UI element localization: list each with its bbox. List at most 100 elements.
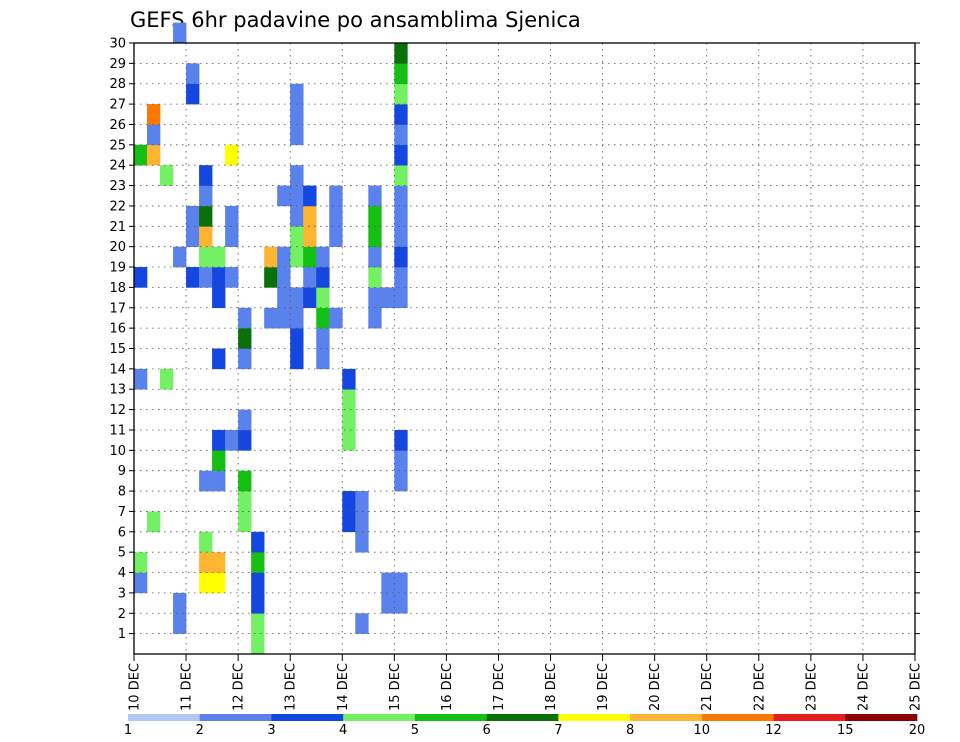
colorbar-label: 7: [554, 723, 562, 738]
precip-cell: [186, 63, 200, 85]
colorbar-swatch: [701, 714, 774, 721]
colorbar-label: 4: [339, 723, 347, 738]
y-tick-label: 21: [109, 220, 126, 235]
precip-cell: [394, 572, 408, 594]
precip-cell: [212, 552, 226, 573]
precip-cell: [238, 307, 252, 329]
precip-cell: [394, 124, 408, 146]
precip-cell: [160, 368, 174, 390]
x-tick-label: 15 DEC: [388, 663, 403, 711]
colorbar-swatch: [128, 714, 201, 721]
x-tick-label: 17 DEC: [492, 663, 507, 711]
precip-cell: [212, 470, 226, 492]
precip-cell: [264, 307, 278, 329]
precip-cell: [342, 429, 356, 451]
y-tick-label: 27: [109, 98, 126, 113]
precip-cell: [238, 409, 252, 431]
precip-cell: [225, 267, 239, 288]
precip-cell: [212, 450, 226, 471]
y-tick-label: 7: [118, 505, 126, 520]
precip-cell: [303, 267, 317, 288]
precip-cell: [134, 368, 148, 390]
precip-cell: [277, 185, 291, 207]
precip-cell: [212, 287, 226, 309]
y-tick-label: 20: [109, 240, 126, 255]
colorbar-swatch: [486, 714, 559, 721]
x-tick-label: 22 DEC: [752, 663, 767, 711]
precip-cell: [225, 205, 239, 227]
precip-cell: [290, 185, 304, 207]
colorbar-swatch: [773, 714, 846, 721]
precip-cell: [290, 165, 304, 186]
y-tick-label: 5: [118, 546, 126, 561]
precip-cell: [355, 491, 369, 512]
precip-cell: [394, 165, 408, 186]
precip-cell: [212, 267, 226, 288]
precip-cell: [290, 307, 304, 329]
precip-cell: [303, 185, 317, 207]
precip-cell: [290, 205, 304, 227]
precip-cell: [251, 592, 265, 614]
precip-cell: [186, 83, 200, 105]
precip-cell: [316, 348, 330, 370]
precip-cell: [394, 205, 408, 227]
precip-cell: [394, 83, 408, 105]
precip-cell: [394, 226, 408, 247]
precip-cell: [329, 205, 343, 227]
colorbar-label: 5: [411, 723, 419, 738]
precip-cell: [277, 307, 291, 329]
y-tick-label: 3: [118, 586, 126, 601]
precip-cell: [134, 267, 148, 288]
precip-cell: [303, 205, 317, 227]
precip-cell: [342, 389, 356, 410]
precip-cell: [199, 185, 213, 207]
precip-cell: [342, 491, 356, 512]
precip-cell: [290, 328, 304, 349]
precip-cell: [394, 267, 408, 288]
precip-cell: [173, 22, 187, 44]
precip-cell: [277, 267, 291, 288]
precip-cell: [368, 185, 382, 207]
x-tick-label: 16 DEC: [440, 663, 455, 711]
colorbar-label: 10: [694, 723, 711, 738]
y-tick-label: 19: [109, 261, 126, 276]
precip-cell: [147, 124, 161, 146]
y-tick-label: 28: [109, 77, 126, 92]
colorbar-swatch: [845, 714, 918, 721]
grid-lines: [134, 42, 915, 654]
precip-cell: [381, 287, 395, 309]
precip-cell: [186, 205, 200, 227]
precip-cell: [381, 572, 395, 594]
colorbar-label: 6: [482, 723, 490, 738]
precip-cell: [342, 511, 356, 533]
precip-cell: [277, 287, 291, 309]
y-tick-label: 8: [118, 485, 126, 500]
precip-cells: [134, 22, 408, 655]
precip-cell: [342, 409, 356, 431]
precip-cell: [381, 592, 395, 614]
y-tick-label: 22: [109, 199, 126, 214]
precip-cell: [394, 185, 408, 207]
y-tick-label: 10: [109, 444, 126, 459]
precip-cell: [264, 246, 278, 268]
precip-cell: [251, 613, 265, 634]
precip-cell: [329, 226, 343, 247]
precip-cell: [355, 613, 369, 634]
colorbar-label: 12: [765, 723, 782, 738]
y-tick-label: 30: [109, 37, 126, 52]
precip-cell: [290, 104, 304, 125]
precip-cell: [238, 470, 252, 492]
precip-cell: [290, 124, 304, 146]
precip-cell: [134, 552, 148, 573]
x-tick-label: 11 DEC: [180, 663, 195, 711]
precip-cell: [329, 307, 343, 329]
chart-title: GEFS 6hr padavine po ansamblima Sjenica: [130, 8, 581, 32]
precip-cell: [225, 429, 239, 451]
precip-cell: [290, 348, 304, 370]
precip-cell: [199, 246, 213, 268]
precip-cell: [238, 429, 252, 451]
precip-cell: [199, 572, 213, 594]
precip-cell: [368, 246, 382, 268]
x-tick-label: 21 DEC: [700, 663, 715, 711]
